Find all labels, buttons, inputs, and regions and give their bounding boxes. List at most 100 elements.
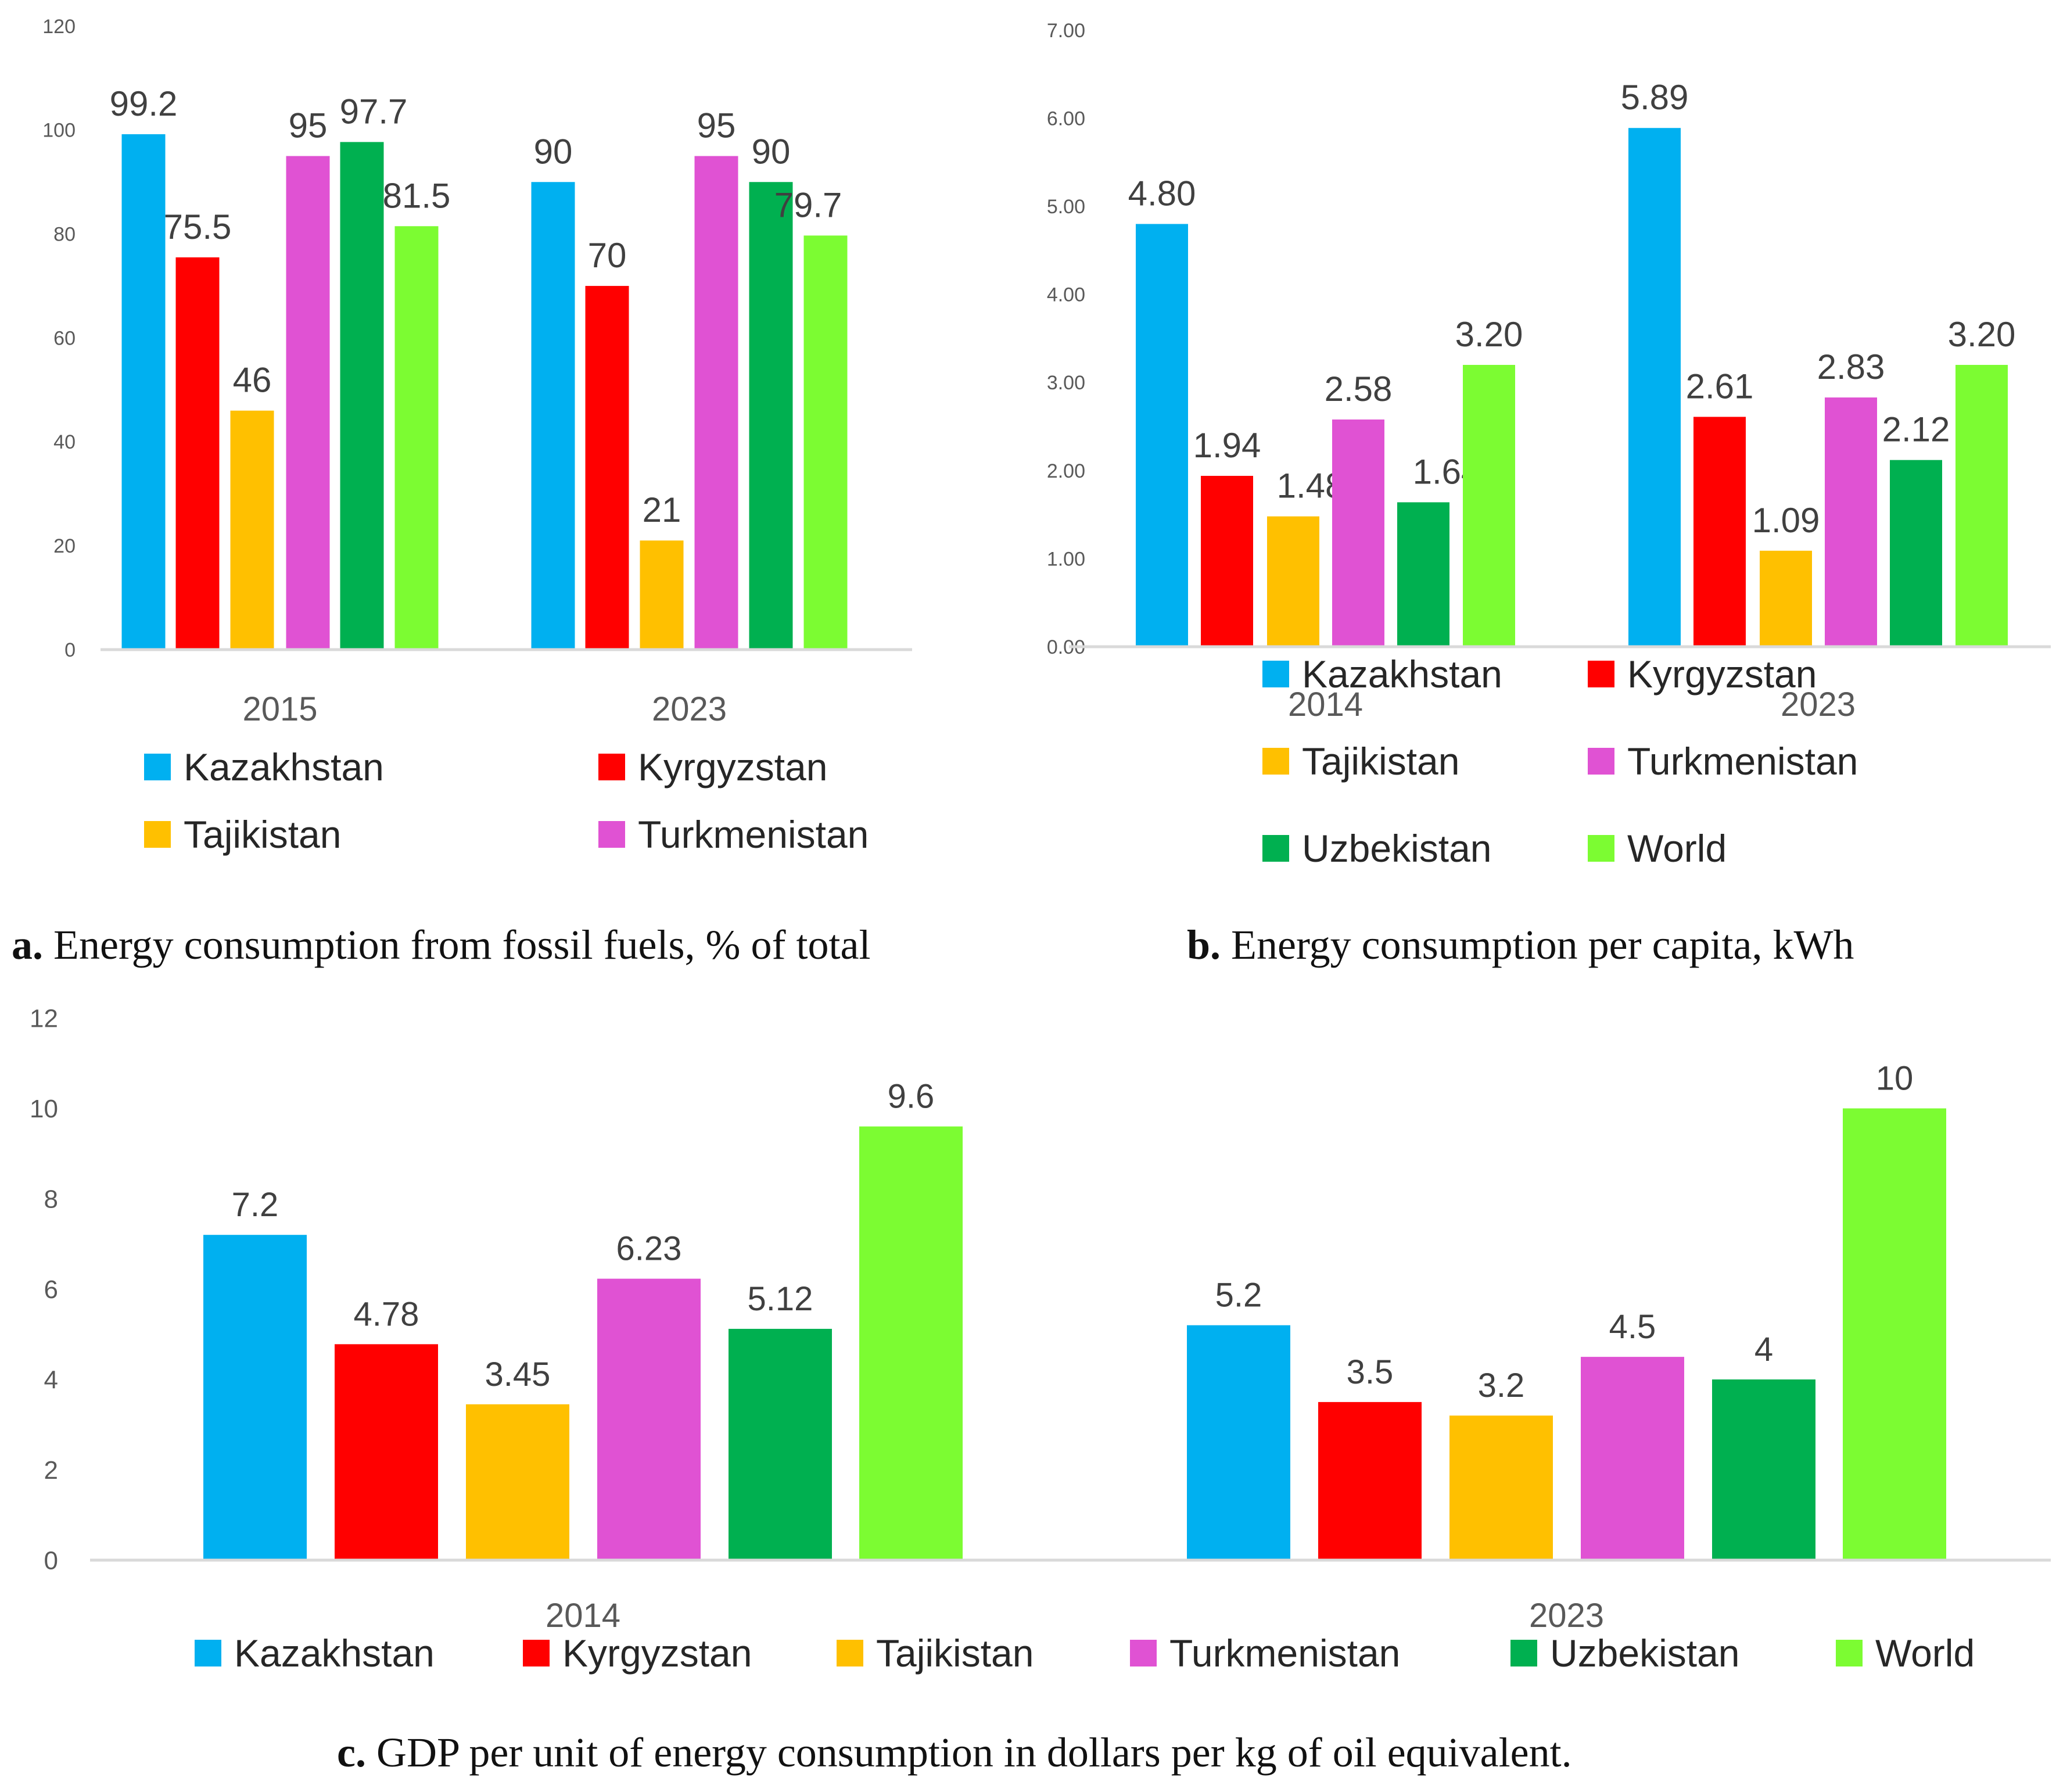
legend-swatch (598, 821, 625, 848)
data-label: 95 (289, 106, 328, 145)
legend-item-kazakhstan: Kazakhstan (1262, 653, 1502, 696)
legend-label: Kyrgyzstan (638, 746, 827, 789)
caption-a-text: Energy consumption from fossil fuels, % … (43, 922, 870, 968)
category-label: 2023 (1529, 1597, 1604, 1635)
legend-item-tajikistan: Tajikistan (144, 813, 341, 856)
legend-item-kyrgyzstan: Kyrgyzstan (598, 746, 827, 789)
legend-label: Kazakhstan (234, 1632, 435, 1675)
data-label: 95 (697, 106, 736, 145)
legend-item-tajikistan: Tajikistan (837, 1632, 1034, 1675)
legend-item-kazakhstan: Kazakhstan (144, 746, 384, 789)
data-label: 75.5 (164, 207, 232, 246)
y-tick-label: 6.00 (1047, 107, 1085, 130)
bar-turkmenistan-2014 (1332, 419, 1384, 647)
legend-label: World (1875, 1632, 1975, 1675)
legend-swatch (1588, 835, 1614, 862)
bar-kyrgyzstan-2015 (175, 257, 220, 650)
bar-tajikistan-2014 (466, 1404, 569, 1560)
legend-item-uzbekistan: Uzbekistan (1510, 1632, 1740, 1675)
data-label: 81.5 (383, 176, 451, 215)
legend-swatch (1130, 1640, 1157, 1666)
data-label: 99.2 (110, 84, 178, 123)
bar-kyrgyzstan-2014 (335, 1344, 438, 1560)
legend-label: Turkmenistan (1169, 1632, 1400, 1675)
chart-a-fossil-fuel-share: 0 20 40 60 80 100 120 99.2 90 75.5 70 46 21 95 95 97.7 9… (42, 16, 912, 856)
bar-kazakhstan-2014 (1136, 224, 1188, 647)
bar-uzbekistan-2023 (1890, 460, 1942, 647)
legend-swatch (144, 821, 171, 848)
legend-item-kazakhstan: Kazakhstan (195, 1632, 435, 1675)
caption-c-prefix: c. (337, 1729, 366, 1776)
y-tick-label: 4.00 (1047, 284, 1085, 306)
bar-tajikistan-2023 (1449, 1415, 1553, 1560)
y-tick-label: 12 (30, 1004, 58, 1033)
legend-label: Turkmenistan (1627, 740, 1858, 783)
legend-label: Kazakhstan (1302, 653, 1502, 696)
y-tick-label: 60 (53, 327, 76, 349)
data-label: 79.7 (774, 185, 842, 224)
legend-item-tajikistan: Tajikistan (1262, 740, 1459, 783)
data-label: 4.78 (354, 1295, 419, 1333)
legend-swatch (1588, 661, 1614, 687)
data-label: 10 (1876, 1060, 1914, 1098)
y-tick-label: 5.00 (1047, 196, 1085, 218)
legend-item-turkmenistan: Turkmenistan (1130, 1632, 1400, 1675)
y-tick-label: 8 (44, 1185, 58, 1213)
legend-label: Uzbekistan (1550, 1632, 1740, 1675)
bar-world-2023 (1843, 1108, 1946, 1560)
legend-item-turkmenistan: Turkmenistan (1588, 740, 1858, 783)
y-tick-label: 7.00 (1047, 20, 1085, 42)
category-label: 2014 (546, 1597, 620, 1635)
bar-world-2023 (803, 235, 848, 650)
bar-kyrgyzstan-2014 (1201, 475, 1253, 647)
legend-swatch (523, 1640, 550, 1666)
legend-swatch (1588, 748, 1614, 775)
legend-item-world: World (1588, 827, 1727, 870)
legend-item-kyrgyzstan: Kyrgyzstan (1588, 653, 1817, 696)
legend-swatch (598, 754, 625, 780)
data-label: 3.2 (1478, 1367, 1525, 1404)
bar-kazakhstan-2023 (1187, 1325, 1290, 1560)
legend-swatch (195, 1640, 221, 1666)
y-tick-label: 4 (44, 1365, 58, 1394)
bar-uzbekistan-2014 (729, 1328, 832, 1560)
data-label: 1.94 (1193, 426, 1261, 465)
bar-kazakhstan-2023 (1628, 128, 1681, 647)
legend-swatch (144, 754, 171, 780)
legend-swatch (837, 1640, 863, 1666)
data-label: 3.5 (1347, 1353, 1394, 1391)
bar-kazakhstan-2014 (203, 1235, 307, 1560)
caption-b-prefix: b. (1187, 922, 1221, 968)
bar-kyrgyzstan-2023 (1693, 417, 1746, 647)
bar-world-2023 (1955, 364, 2008, 647)
data-label: 4 (1754, 1331, 1773, 1368)
data-label: 21 (643, 490, 681, 529)
bar-kazakhstan-2015 (121, 134, 166, 650)
data-label: 5.89 (1621, 78, 1689, 117)
chart-b-energy-per-capita: 0.001.002.003.004.005.006.007.004.805.89… (1047, 20, 2051, 870)
bar-tajikistan-2023 (640, 540, 684, 650)
bar-turkmenistan-2023 (1825, 397, 1877, 647)
y-tick-label: 2 (44, 1456, 58, 1485)
data-label: 5.2 (1215, 1277, 1262, 1314)
data-label: 4.5 (1609, 1308, 1656, 1346)
bar-turkmenistan-2023 (694, 156, 738, 650)
legend-label: World (1627, 827, 1727, 870)
caption-a: a. Energy consumption from fossil fuels,… (12, 922, 870, 968)
y-tick-label: 20 (53, 535, 76, 557)
y-tick-label: 120 (42, 16, 76, 38)
y-tick-label: 0 (44, 1546, 58, 1575)
legend-swatch (1836, 1640, 1863, 1666)
legend-item-uzbekistan: Uzbekistan (1262, 827, 1492, 870)
y-tick-label: 6 (44, 1275, 58, 1304)
caption-b: b. Energy consumption per capita, kWh (1187, 922, 1854, 968)
y-tick-label: 0 (64, 639, 76, 661)
legend-label: Kazakhstan (184, 746, 384, 789)
bar-turkmenistan-2014 (597, 1278, 701, 1560)
data-label: 3.20 (1455, 315, 1523, 354)
legend-label: Kyrgyzstan (562, 1632, 752, 1675)
bar-world-2014 (1463, 364, 1515, 647)
data-label: 4.80 (1128, 174, 1196, 213)
data-label: 90 (534, 132, 573, 171)
